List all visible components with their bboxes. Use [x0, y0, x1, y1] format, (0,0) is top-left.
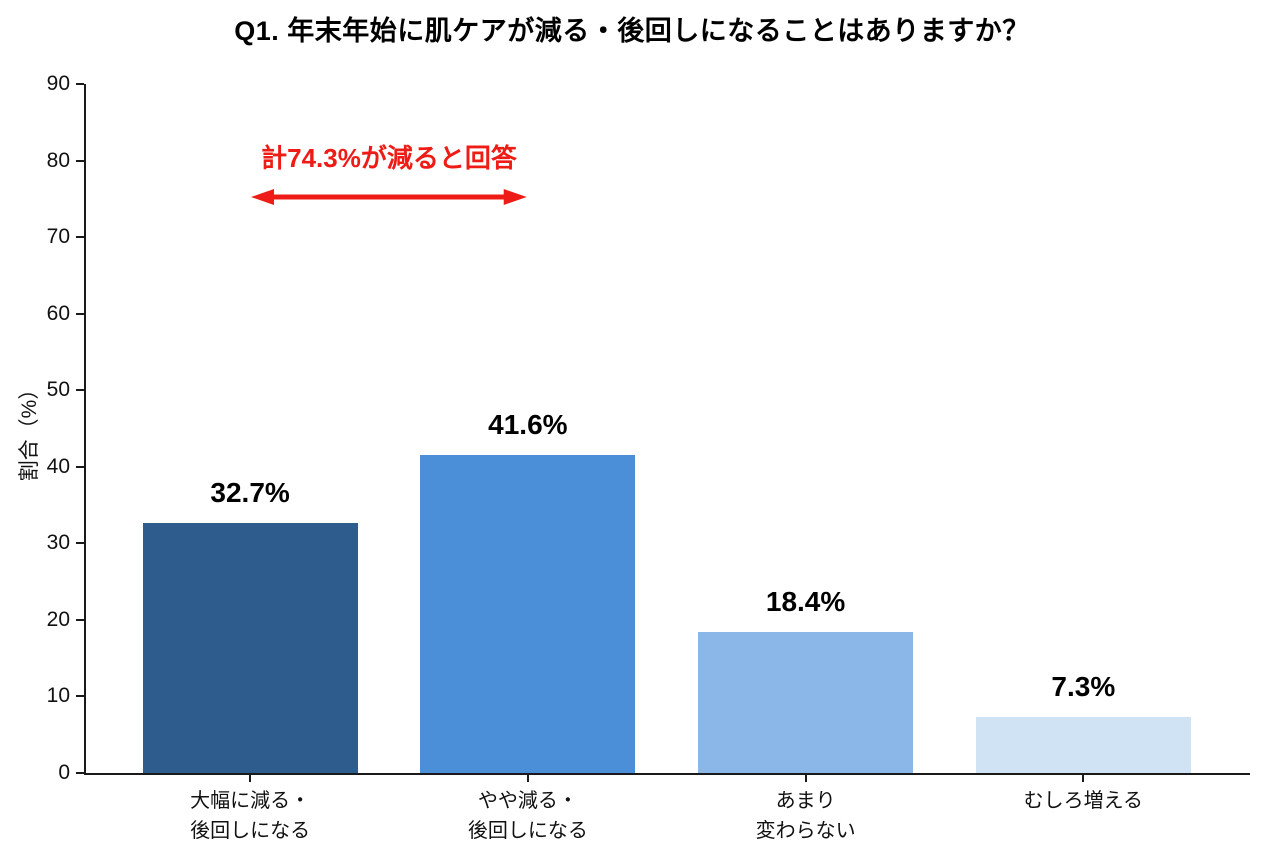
y-tick — [76, 618, 84, 621]
y-tick-label: 10 — [46, 684, 70, 708]
y-tick-label: 60 — [46, 301, 70, 325]
bar-value-label: 41.6% — [488, 408, 568, 440]
bar-value-label: 32.7% — [210, 476, 290, 508]
y-tick — [76, 159, 84, 162]
y-tick-label: 0 — [58, 761, 70, 784]
chart-title: Q1. 年末年始に肌ケアが減る・後回しになることはありますか？ — [234, 16, 1030, 46]
y-tick-label: 70 — [46, 225, 70, 249]
y-tick-label: 90 — [46, 72, 70, 95]
y-tick — [76, 312, 84, 315]
bar — [975, 717, 1191, 773]
bar — [698, 632, 914, 773]
x-category-label: あまり 変わらない — [755, 790, 856, 842]
y-tick-label: 20 — [46, 607, 70, 631]
y-axis — [84, 84, 86, 775]
x-category-label: やや減る・ 後回しになる — [467, 790, 588, 842]
y-tick — [76, 83, 84, 85]
y-tick — [76, 542, 84, 545]
x-tick — [1082, 775, 1085, 782]
x-tick — [526, 775, 529, 782]
double-arrow-icon — [251, 188, 527, 205]
x-category-label: むしろ増える — [1023, 790, 1144, 812]
x-tick — [804, 775, 807, 782]
x-axis — [84, 773, 1250, 775]
bar-value-label: 7.3% — [1051, 671, 1116, 703]
y-tick — [76, 465, 84, 468]
y-tick-label: 40 — [46, 454, 70, 478]
y-tick — [76, 236, 84, 239]
y-tick — [76, 772, 84, 774]
bar — [142, 522, 358, 773]
y-tick — [76, 389, 84, 392]
x-tick — [249, 775, 252, 782]
x-category-label: 大幅に減る・ 後回しになる — [190, 790, 311, 842]
bar — [420, 454, 636, 773]
y-tick — [76, 695, 84, 698]
bar-value-label: 18.4% — [765, 586, 846, 618]
y-tick-label: 30 — [46, 531, 70, 555]
y-tick-label: 50 — [46, 378, 70, 402]
y-tick-label: 80 — [46, 148, 70, 172]
annotation-text: 計74.3%が減ると回答 — [261, 143, 517, 174]
